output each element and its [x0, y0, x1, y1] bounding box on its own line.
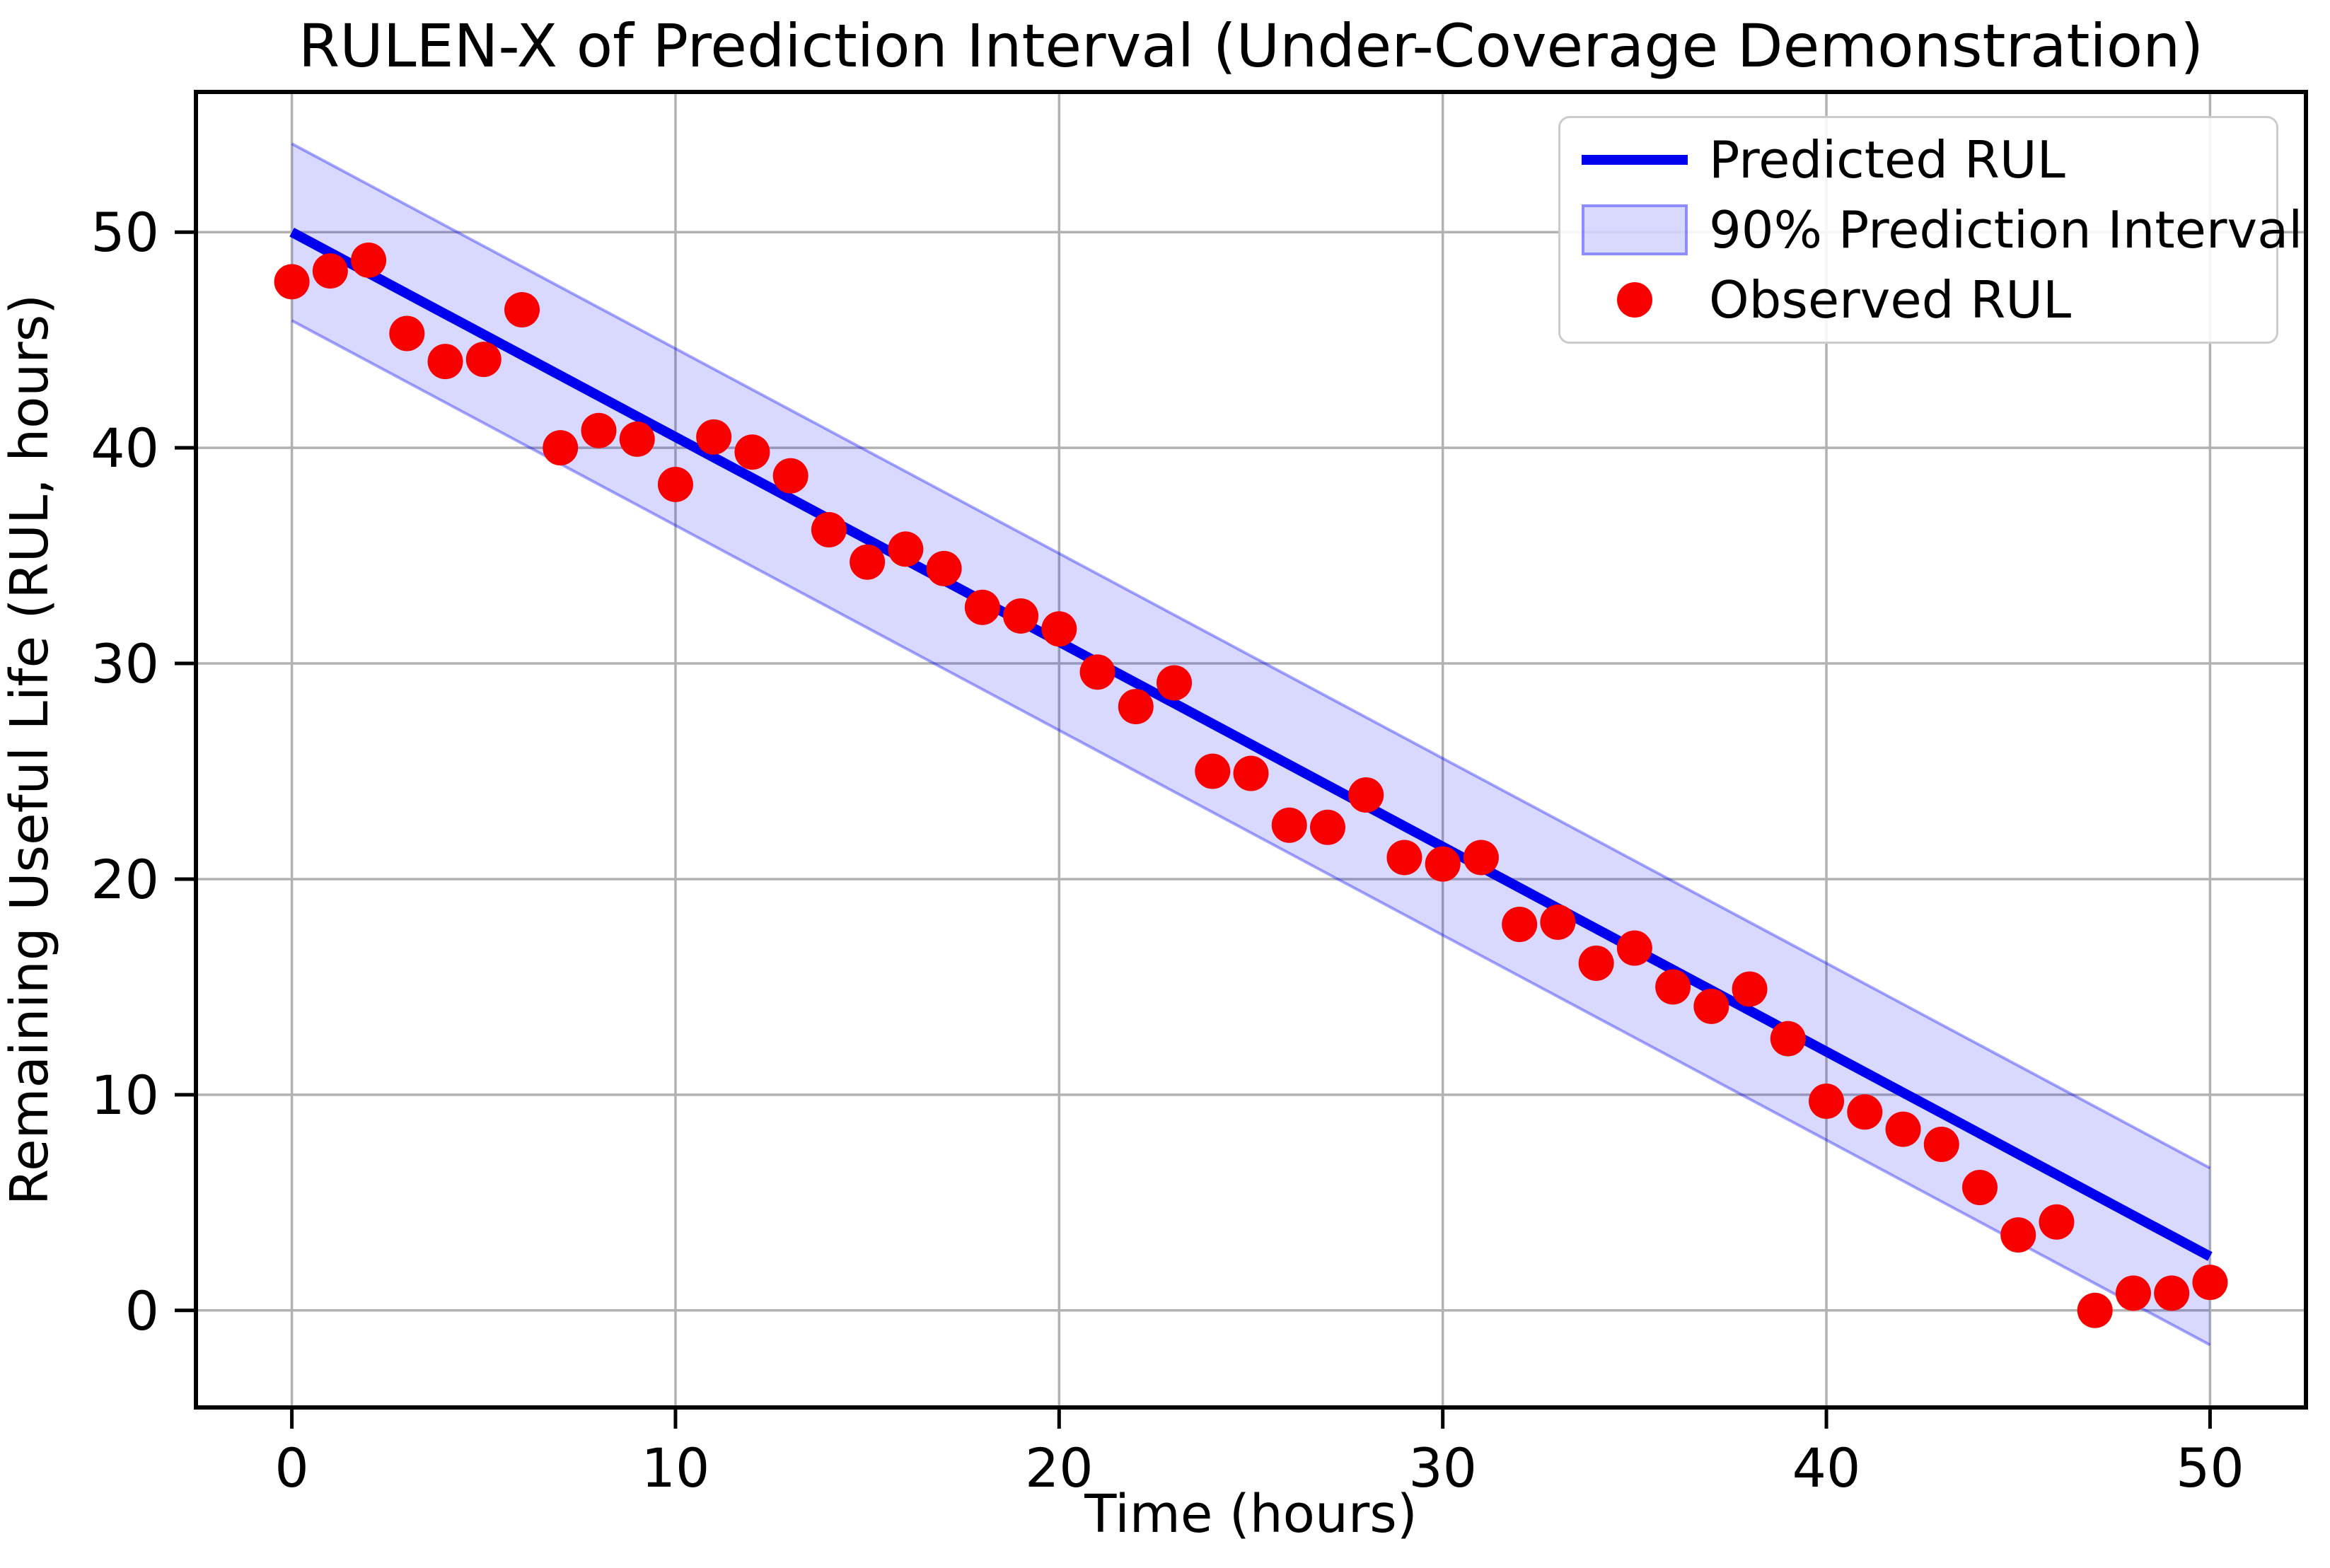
observed-rul-point — [2077, 1292, 2113, 1328]
observed-rul-point — [2154, 1275, 2190, 1311]
observed-rul-point — [1961, 1169, 1998, 1205]
x-tick-label: 30 — [1408, 1436, 1477, 1499]
y-tick-label: 40 — [91, 417, 159, 480]
observed-rul-point — [1502, 906, 1538, 942]
observed-rul-point — [1885, 1111, 1921, 1147]
y-tick-label: 10 — [91, 1064, 159, 1127]
observed-rul-point — [619, 421, 655, 457]
observed-rul-point — [351, 242, 387, 278]
prediction-interval-swatch-icon — [1582, 204, 1688, 255]
observed-rul-point — [2000, 1217, 2036, 1253]
y-axis-label: Remaining Useful Life (RUL, hours) — [0, 294, 60, 1206]
observed-rul-point — [1847, 1094, 1883, 1130]
x-tick-label: 0 — [274, 1436, 308, 1499]
observed-rul-point — [1655, 969, 1691, 1005]
observed-rul-point — [734, 434, 770, 470]
observed-rul-point — [772, 458, 808, 494]
observed-rul-point — [1425, 846, 1461, 882]
legend: Predicted RUL 90% Prediction Interval Ob… — [1558, 116, 2302, 344]
observed-rul-point — [1348, 777, 1384, 813]
observed-rul-point — [1079, 654, 1115, 690]
observed-rul-point — [543, 430, 579, 466]
observed-rul-point — [1118, 689, 1154, 725]
observed-rul-point — [1271, 807, 1307, 843]
observed-rul-point — [1195, 753, 1231, 789]
observed-rul-point — [2115, 1275, 2151, 1311]
x-axis-label: Time (hours) — [1084, 1484, 1418, 1545]
observed-rul-point — [1157, 665, 1193, 701]
legend-label-predicted-rul: Predicted RUL — [1709, 130, 2065, 190]
observed-rul-point — [427, 344, 463, 380]
observed-rul-point — [581, 412, 617, 448]
observed-rul-point — [1732, 971, 1768, 1007]
legend-label-observed-rul: Observed RUL — [1709, 269, 2072, 330]
observed-rul-point — [274, 264, 310, 300]
x-tick-label: 20 — [1025, 1436, 1094, 1499]
observed-rul-point — [1463, 840, 1499, 876]
prediction-interval-lower-edge — [291, 319, 2211, 1347]
legend-label-prediction-interval: 90% Prediction Interval — [1709, 199, 2303, 260]
observed-rul-point — [1693, 988, 1729, 1024]
observed-rul-point — [1386, 840, 1422, 876]
observed-rul-point — [850, 544, 886, 580]
y-tick-label: 0 — [125, 1279, 159, 1342]
observed-rul-point — [465, 342, 502, 378]
observed-rul-point — [1616, 930, 1652, 966]
observed-rul-dot-swatch-icon — [1617, 281, 1652, 318]
x-tick-label: 40 — [1792, 1436, 1861, 1499]
observed-rul-point — [1041, 611, 1077, 647]
observed-rul-point — [389, 315, 425, 352]
legend-entry-prediction-interval: 90% Prediction Interval — [1560, 195, 2302, 265]
predicted-rul-line-swatch-icon — [1582, 155, 1688, 165]
y-tick-label: 20 — [91, 848, 159, 911]
y-tick-label: 30 — [91, 632, 159, 695]
observed-rul-point — [657, 466, 693, 502]
observed-rul-point — [1309, 809, 1345, 845]
y-tick-label: 50 — [91, 201, 159, 264]
observed-rul-point — [926, 550, 962, 586]
legend-entry-predicted-rul: Predicted RUL — [1560, 125, 2276, 194]
observed-rul-point — [312, 253, 348, 289]
x-tick-label: 10 — [642, 1436, 710, 1499]
predicted-rul-line — [289, 228, 2213, 1261]
observed-rul-point — [1578, 945, 1614, 981]
observed-rul-point — [1233, 755, 1269, 791]
observed-rul-point — [888, 531, 924, 567]
plot-border — [194, 90, 2308, 1410]
observed-rul-point — [504, 291, 540, 327]
observed-rul-point — [964, 589, 1000, 625]
x-tick-label: 50 — [2176, 1436, 2244, 1499]
observed-rul-point — [1540, 904, 1576, 940]
observed-rul-point — [1923, 1127, 1959, 1162]
observed-rul-point — [2192, 1265, 2228, 1301]
observed-rul-point — [1770, 1021, 1806, 1057]
legend-entry-observed-rul: Observed RUL — [1560, 265, 2276, 335]
observed-rul-point — [811, 511, 847, 547]
prediction-interval-upper-edge — [291, 142, 2211, 1170]
observed-rul-point — [2039, 1204, 2075, 1240]
chart-title: RULEN-X of Prediction Interval (Under-Co… — [298, 11, 2204, 81]
observed-rul-point — [1003, 598, 1039, 634]
observed-rul-point — [696, 419, 732, 455]
observed-rul-point — [1809, 1084, 1845, 1120]
